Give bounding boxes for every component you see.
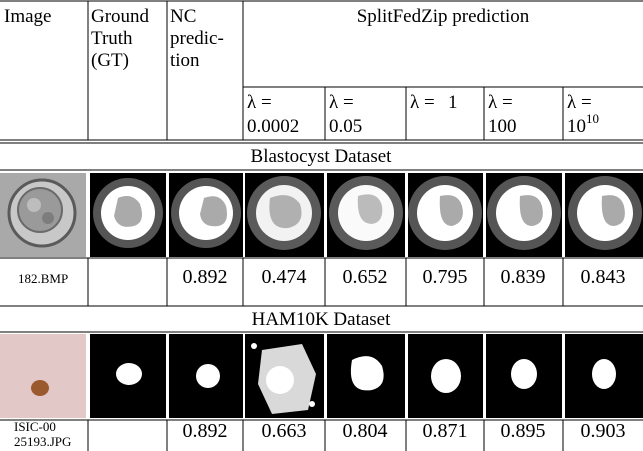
score: 0.652	[343, 266, 388, 288]
filename: 25193.JPG	[14, 434, 71, 449]
score: 0.843	[581, 266, 626, 288]
score: 0.804	[343, 420, 388, 442]
score: 0.892	[183, 420, 228, 442]
lambda-symbol: λ =	[410, 92, 435, 113]
score: 0.795	[423, 266, 468, 288]
header-gt: (GT)	[91, 50, 129, 71]
header-image: Image	[4, 6, 51, 27]
lambda-value: 0.05	[329, 116, 362, 137]
scores: 0.892 0.474 0.652 0.795 0.839 0.843 0.892 0.663…	[183, 266, 626, 442]
blastocyst-images	[0, 173, 643, 257]
section-title: Blastocyst Dataset	[251, 146, 393, 167]
header-nc: predic-	[170, 28, 224, 49]
filename: ISIC-00	[14, 419, 56, 434]
filename: 182.BMP	[18, 271, 68, 286]
header-nc: NC	[170, 6, 196, 27]
section-title: HAM10K Dataset	[252, 309, 392, 330]
lambda-value: 0.0002	[247, 116, 299, 137]
score: 0.871	[423, 420, 468, 442]
score: 0.663	[262, 420, 307, 442]
lambda-symbol: λ =	[488, 92, 513, 113]
lambda-value: 1	[448, 92, 458, 113]
lambda-value: 100	[488, 116, 517, 137]
score: 0.903	[581, 420, 626, 442]
header-split: SplitFedZip prediction	[357, 6, 530, 27]
lambda-symbol: λ =	[329, 92, 354, 113]
score: 0.839	[501, 266, 546, 288]
lambda-symbol: λ =	[567, 92, 592, 113]
score: 0.892	[183, 266, 228, 288]
header-nc: tion	[170, 50, 200, 71]
ham10k-images	[0, 334, 643, 418]
score: 0.895	[501, 420, 546, 442]
lambda-value: 10	[567, 116, 586, 137]
header-gt: Truth	[91, 28, 133, 49]
score: 0.474	[262, 266, 307, 288]
lambda-symbol: λ =	[247, 92, 272, 113]
header-gt: Ground	[91, 6, 150, 27]
lambda-exponent: 10	[586, 111, 599, 126]
